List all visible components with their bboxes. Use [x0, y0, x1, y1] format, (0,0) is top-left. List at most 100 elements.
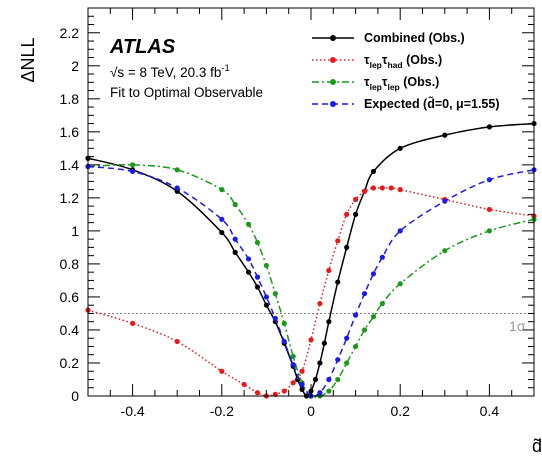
series-1-point-8 — [281, 388, 287, 394]
series-1-point-23 — [486, 206, 492, 213]
series-3-point-22 — [442, 198, 448, 204]
series-0-point-18 — [326, 319, 332, 325]
y-tick-label-1: 0.2 — [60, 355, 80, 371]
energy-exponent: -1 — [221, 63, 229, 74]
legend-obs: (Obs.) — [403, 53, 443, 67]
series-0-point-20 — [344, 244, 350, 250]
series-0-point-3 — [219, 229, 225, 236]
series-2-point-19 — [370, 314, 377, 320]
legend-tau-3: τ — [364, 75, 370, 89]
legend-label-tau-lep-had: τlepτhad (Obs.) — [364, 53, 442, 70]
series-0-point-16 — [317, 360, 323, 366]
legend-entry-tau-lep-lep: τlepτlep (Obs.) — [312, 75, 439, 92]
series-2-point-14 — [326, 388, 332, 394]
x-tick-label-1: -0.2 — [210, 403, 234, 419]
series-2-point-5 — [245, 221, 252, 227]
series-0-point-7 — [263, 302, 269, 308]
legend-tau-4: τ — [382, 75, 388, 89]
series-2-point-4 — [232, 201, 238, 208]
series-2-point-18 — [361, 327, 368, 333]
energy-text: √s = 8 TeV, 20.3 fb — [110, 65, 221, 80]
series-1-point-11 — [308, 337, 314, 343]
series-0-point-25 — [442, 132, 448, 138]
series-2-point-16 — [344, 360, 350, 366]
y-tick-label-0: 0 — [71, 388, 79, 404]
series-0-point-4 — [232, 249, 238, 255]
fit-label: Fit to Optimal Observable — [110, 85, 263, 100]
series-1-point-1 — [130, 320, 136, 326]
series-3-point-3 — [219, 216, 225, 222]
y-tick-label-6: 1.2 — [60, 190, 80, 206]
legend-entry-expected: Expected (d̃=0, μ=1.55) — [312, 96, 500, 111]
series-3-point-10 — [290, 362, 296, 368]
series-2-point-2 — [174, 167, 180, 173]
series-0-point-19 — [335, 279, 341, 285]
series-2-point-10 — [290, 353, 296, 359]
energy-label: √s = 8 TeV, 20.3 fb-1 — [110, 63, 230, 80]
series-3-point-2 — [174, 185, 180, 191]
series-3-point-16 — [344, 335, 350, 341]
y-tick-label-4: 0.8 — [60, 256, 80, 272]
series-3-point-21 — [397, 228, 403, 234]
legend-sub-had: had — [387, 60, 402, 70]
series-2-point-7 — [263, 262, 269, 269]
axes-group: -0.4 -0.2 0 0.2 0.4 0 0.2 0.4 0.6 0.8 1 1.2 1.4 1.6 1.… — [60, 7, 535, 419]
y-tick-label-2: 0.4 — [60, 322, 80, 338]
x-tick-label-3: 0.2 — [390, 403, 410, 419]
series-3-point-17 — [353, 312, 359, 318]
series-3-point-20 — [379, 254, 385, 260]
series-3-point-15 — [335, 357, 341, 363]
y-tick-label-5: 1 — [71, 223, 79, 239]
series-0-point-24 — [397, 145, 403, 151]
series-3-point-9 — [281, 338, 287, 345]
series-2-point-8 — [272, 291, 278, 297]
series-3-point-13 — [317, 390, 323, 396]
series-0-point-6 — [254, 284, 261, 290]
legend-obs-2: (Obs.) — [400, 75, 440, 89]
series-2-point-20 — [379, 300, 385, 307]
y-tick-label-7: 1.4 — [60, 157, 80, 173]
x-tick-label-4: 0.4 — [480, 403, 500, 419]
series-3-point-1 — [130, 168, 136, 175]
series-3-point-14 — [326, 376, 332, 383]
series-3-point-19 — [370, 271, 377, 277]
series-3-point-23 — [486, 177, 492, 183]
series-0-point-26 — [486, 124, 492, 130]
series-2-point-1 — [130, 162, 136, 168]
series-1-point-20 — [388, 185, 394, 191]
series-1-point-19 — [379, 185, 385, 191]
legend-label-combined: Combined (Obs.) — [364, 31, 465, 45]
series-2-point-22 — [442, 248, 448, 254]
series-2-point-17 — [353, 343, 359, 350]
series-2-point-3 — [219, 187, 225, 193]
series-3-point-11 — [299, 381, 305, 388]
series-0-point-5 — [245, 269, 252, 275]
y-tick-label-8: 1.6 — [60, 124, 80, 140]
x-axis-label: d̃ — [532, 436, 542, 456]
legend-label-expected: Expected (d̃=0, μ=1.55) — [364, 96, 500, 111]
legend-entry-combined: Combined (Obs.) — [312, 31, 465, 45]
series-1-point-9 — [290, 380, 296, 386]
series-3-point-8 — [272, 315, 278, 321]
series-3-point-4 — [232, 236, 238, 242]
plot-area — [88, 8, 534, 396]
series-1-point-13 — [326, 267, 332, 274]
sigma-label: 1σ — [509, 318, 526, 334]
series-1-point-5 — [254, 390, 261, 396]
series-1-point-2 — [174, 338, 180, 345]
series-0-point-23 — [370, 168, 377, 175]
series-1-point-17 — [361, 188, 368, 194]
legend-tau-1: τ — [364, 53, 370, 67]
series-1-point-10 — [299, 368, 305, 374]
series-1-point-16 — [353, 196, 359, 203]
legend-sub-lep-2: lep — [387, 82, 399, 92]
y-tick-label-10: 2 — [71, 58, 79, 74]
series-1-point-15 — [344, 211, 350, 217]
plot-background — [88, 8, 534, 396]
y-tick-label-11: 2.2 — [60, 25, 80, 41]
series-2-point-6 — [254, 239, 261, 246]
legend-sub-lep-1: lep — [370, 82, 382, 92]
series-2-point-23 — [486, 228, 492, 234]
series-2-point-21 — [397, 281, 403, 287]
y-tick-label-3: 0.6 — [60, 289, 80, 305]
